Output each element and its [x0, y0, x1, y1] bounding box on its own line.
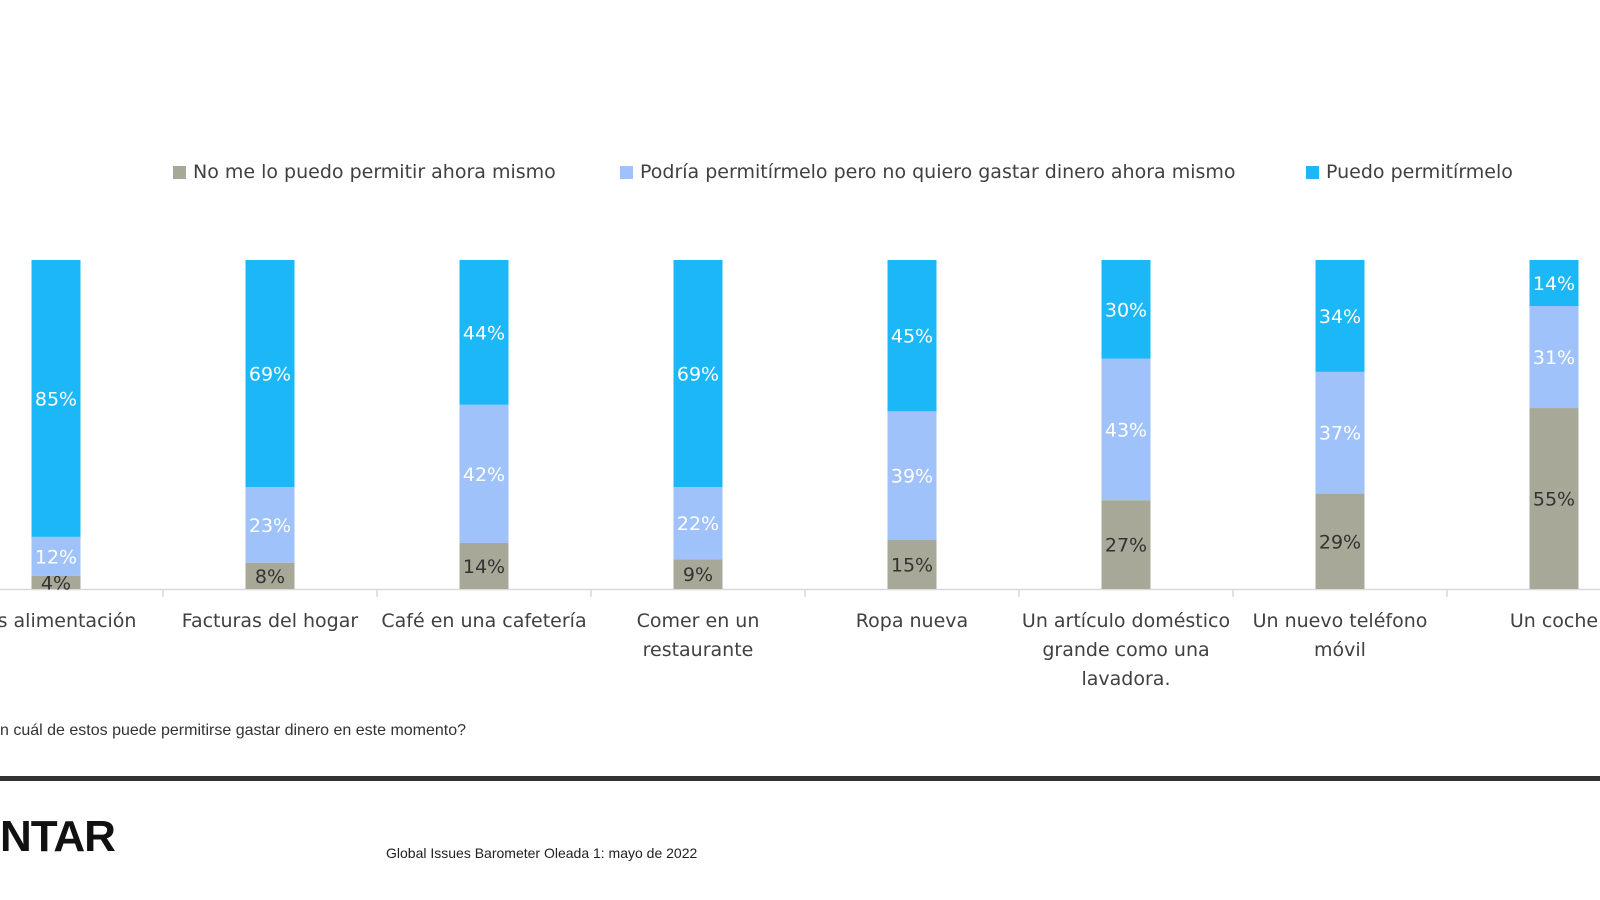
data-label: 42%: [463, 464, 505, 486]
footer-divider: [0, 776, 1600, 781]
data-label: 44%: [463, 322, 505, 344]
bar-segment: [673, 487, 723, 560]
bar-segment: [1101, 358, 1151, 501]
legend-swatch: [1306, 166, 1319, 179]
x-tick-label: Facturas del hogar: [182, 610, 359, 632]
x-tick-label: Comer en un: [637, 610, 760, 632]
data-label: 8%: [255, 566, 285, 588]
legend-swatch: [173, 166, 186, 179]
data-label: 43%: [1105, 419, 1147, 441]
data-label: 55%: [1533, 489, 1575, 511]
bar-segment: [1101, 260, 1151, 359]
data-label: 27%: [1105, 535, 1147, 557]
data-label: 14%: [1533, 273, 1575, 295]
x-tick-label: Un artículo doméstico: [1022, 610, 1230, 632]
data-label: 69%: [249, 364, 291, 386]
data-label: 34%: [1319, 306, 1361, 328]
legend-label: Podría permitírmelo pero no quiero gasta…: [640, 161, 1236, 183]
x-tick-label: grande como una: [1042, 639, 1209, 661]
data-label: 69%: [677, 364, 719, 386]
x-tick-label: Café en una cafetería: [381, 610, 586, 632]
bar-segment: [245, 562, 295, 589]
x-tick-label: lavadora.: [1082, 668, 1171, 690]
data-label: 30%: [1105, 299, 1147, 321]
bar-segment: [459, 404, 509, 543]
bar-segment: [1529, 408, 1579, 589]
data-label: 9%: [683, 564, 713, 586]
x-tick-label: Un nuevo teléfono: [1253, 610, 1428, 632]
data-label: 22%: [677, 513, 719, 535]
bar-segment: [31, 260, 81, 537]
x-tick-label: restaurante: [643, 639, 754, 661]
x-tick-label: cos alimentación: [0, 610, 136, 632]
x-tick-label: Ropa nueva: [856, 610, 968, 632]
data-label: 37%: [1319, 423, 1361, 445]
bar-segment: [459, 260, 509, 405]
bar-segment: [31, 536, 81, 576]
bar-segment: [245, 487, 295, 563]
data-label: 85%: [35, 388, 77, 410]
bar-segment: [673, 559, 723, 589]
bar-segment: [673, 260, 723, 488]
data-label: 39%: [891, 465, 933, 487]
data-label: 31%: [1533, 347, 1575, 369]
source-note: Global Issues Barometer Oleada 1: mayo d…: [386, 845, 698, 861]
bar-segment: [1529, 306, 1579, 409]
bar-segment: [1315, 493, 1365, 589]
bar-segment: [887, 539, 937, 589]
bar-segment: [245, 260, 295, 488]
data-label: 29%: [1319, 531, 1361, 553]
stacked-bar-chart: No me lo puedo permitir ahora mismo Podrí…: [0, 161, 1600, 690]
data-label: 45%: [891, 326, 933, 348]
x-tick-label: móvil: [1314, 639, 1366, 661]
data-label: 15%: [891, 554, 933, 576]
legend-label: No me lo puedo permitir ahora mismo: [193, 161, 556, 183]
bar-segment: [1315, 260, 1365, 372]
legend-swatch: [620, 166, 633, 179]
bar-segment: [1529, 260, 1579, 307]
data-label: 12%: [35, 546, 77, 568]
data-label: 14%: [463, 556, 505, 578]
x-tick-label: Un coche: [1510, 610, 1598, 632]
bar-segment: [31, 575, 81, 589]
legend-label: Puedo permitírmelo: [1326, 161, 1513, 183]
bar-segment: [1101, 500, 1151, 589]
data-label: 4%: [41, 572, 71, 594]
bar-segment: [887, 411, 937, 540]
data-label: 23%: [249, 515, 291, 537]
bar-segment: [887, 260, 937, 412]
bar-segment: [459, 542, 509, 589]
bar-segment: [1315, 371, 1365, 494]
question-footnote: n cuál de estos puede permitirse gastar …: [0, 722, 467, 739]
kantar-logo: NTAR: [0, 812, 116, 861]
